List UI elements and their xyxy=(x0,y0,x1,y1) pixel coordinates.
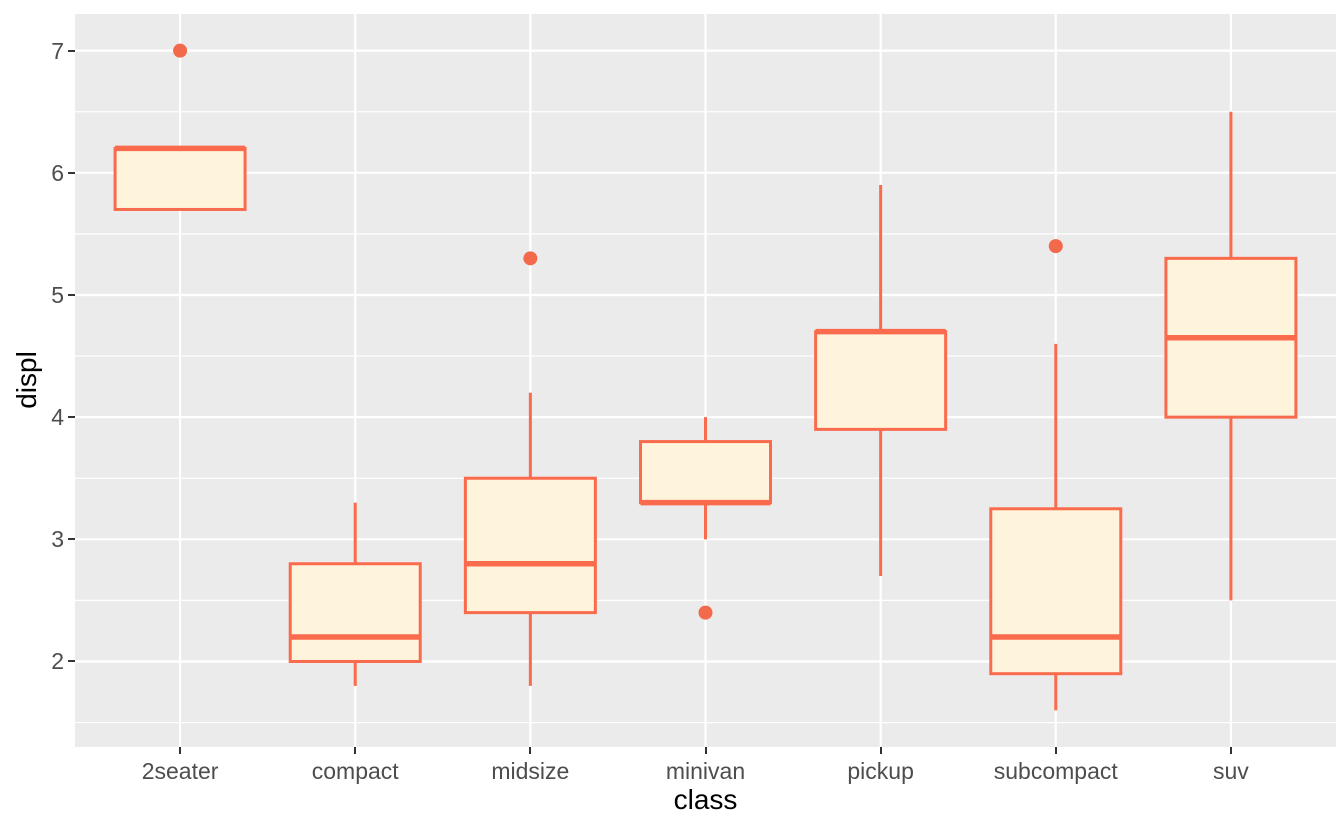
y-tick-label-6: 6 xyxy=(51,159,64,186)
y-tick-label-5: 5 xyxy=(51,281,64,308)
y-tick-mark-4 xyxy=(68,416,75,419)
y-tick-label-4: 4 xyxy=(51,404,64,431)
y-tick-label-2: 2 xyxy=(51,648,64,675)
box-minivan xyxy=(639,440,772,505)
x-tick-mark-2seater xyxy=(179,747,182,754)
x-tick-label-minivan: minivan xyxy=(665,758,746,784)
x-axis-title: class xyxy=(673,784,738,815)
x-tick-label-2seater: 2seater xyxy=(141,758,219,784)
outlier-minivan xyxy=(698,605,713,620)
y-tick-mark-7 xyxy=(68,49,75,52)
plot-panel xyxy=(75,14,1336,747)
x-tick-mark-minivan xyxy=(704,747,707,754)
x-tick-mark-midsize xyxy=(529,747,532,754)
x-tick-label-midsize: midsize xyxy=(491,758,570,784)
outlier-subcompact xyxy=(1048,239,1063,254)
box-compact xyxy=(288,562,422,663)
x-tick-label-suv: suv xyxy=(1213,758,1249,784)
y-tick-mark-2 xyxy=(68,660,75,663)
outlier-2seater xyxy=(173,43,188,58)
x-tick-label-pickup: pickup xyxy=(847,758,914,784)
x-tick-mark-subcompact xyxy=(1054,747,1057,754)
y-axis-title: displ xyxy=(11,351,42,409)
y-tick-label-7: 7 xyxy=(51,37,64,64)
x-tick-label-compact: compact xyxy=(311,758,399,784)
y-tick-label-3: 3 xyxy=(51,526,64,553)
plot-area-svg xyxy=(75,14,1336,747)
x-tick-mark-pickup xyxy=(879,747,882,754)
x-tick-mark-compact xyxy=(354,747,357,754)
box-midsize xyxy=(463,476,597,615)
box-pickup xyxy=(814,330,948,431)
x-tick-label-subcompact: subcompact xyxy=(993,758,1118,784)
box-2seater xyxy=(113,146,247,211)
outlier-midsize xyxy=(523,251,538,266)
y-tick-mark-3 xyxy=(68,538,75,541)
x-tick-mark-suv xyxy=(1229,747,1232,754)
box-subcompact xyxy=(989,507,1123,676)
y-tick-mark-5 xyxy=(68,293,75,296)
y-tick-mark-6 xyxy=(68,171,75,174)
